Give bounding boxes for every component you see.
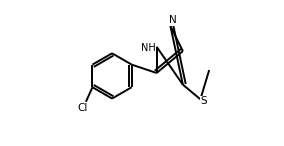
Text: S: S — [200, 97, 207, 106]
Text: NH: NH — [141, 43, 156, 53]
Text: N: N — [169, 15, 177, 25]
Text: Cl: Cl — [77, 103, 87, 113]
